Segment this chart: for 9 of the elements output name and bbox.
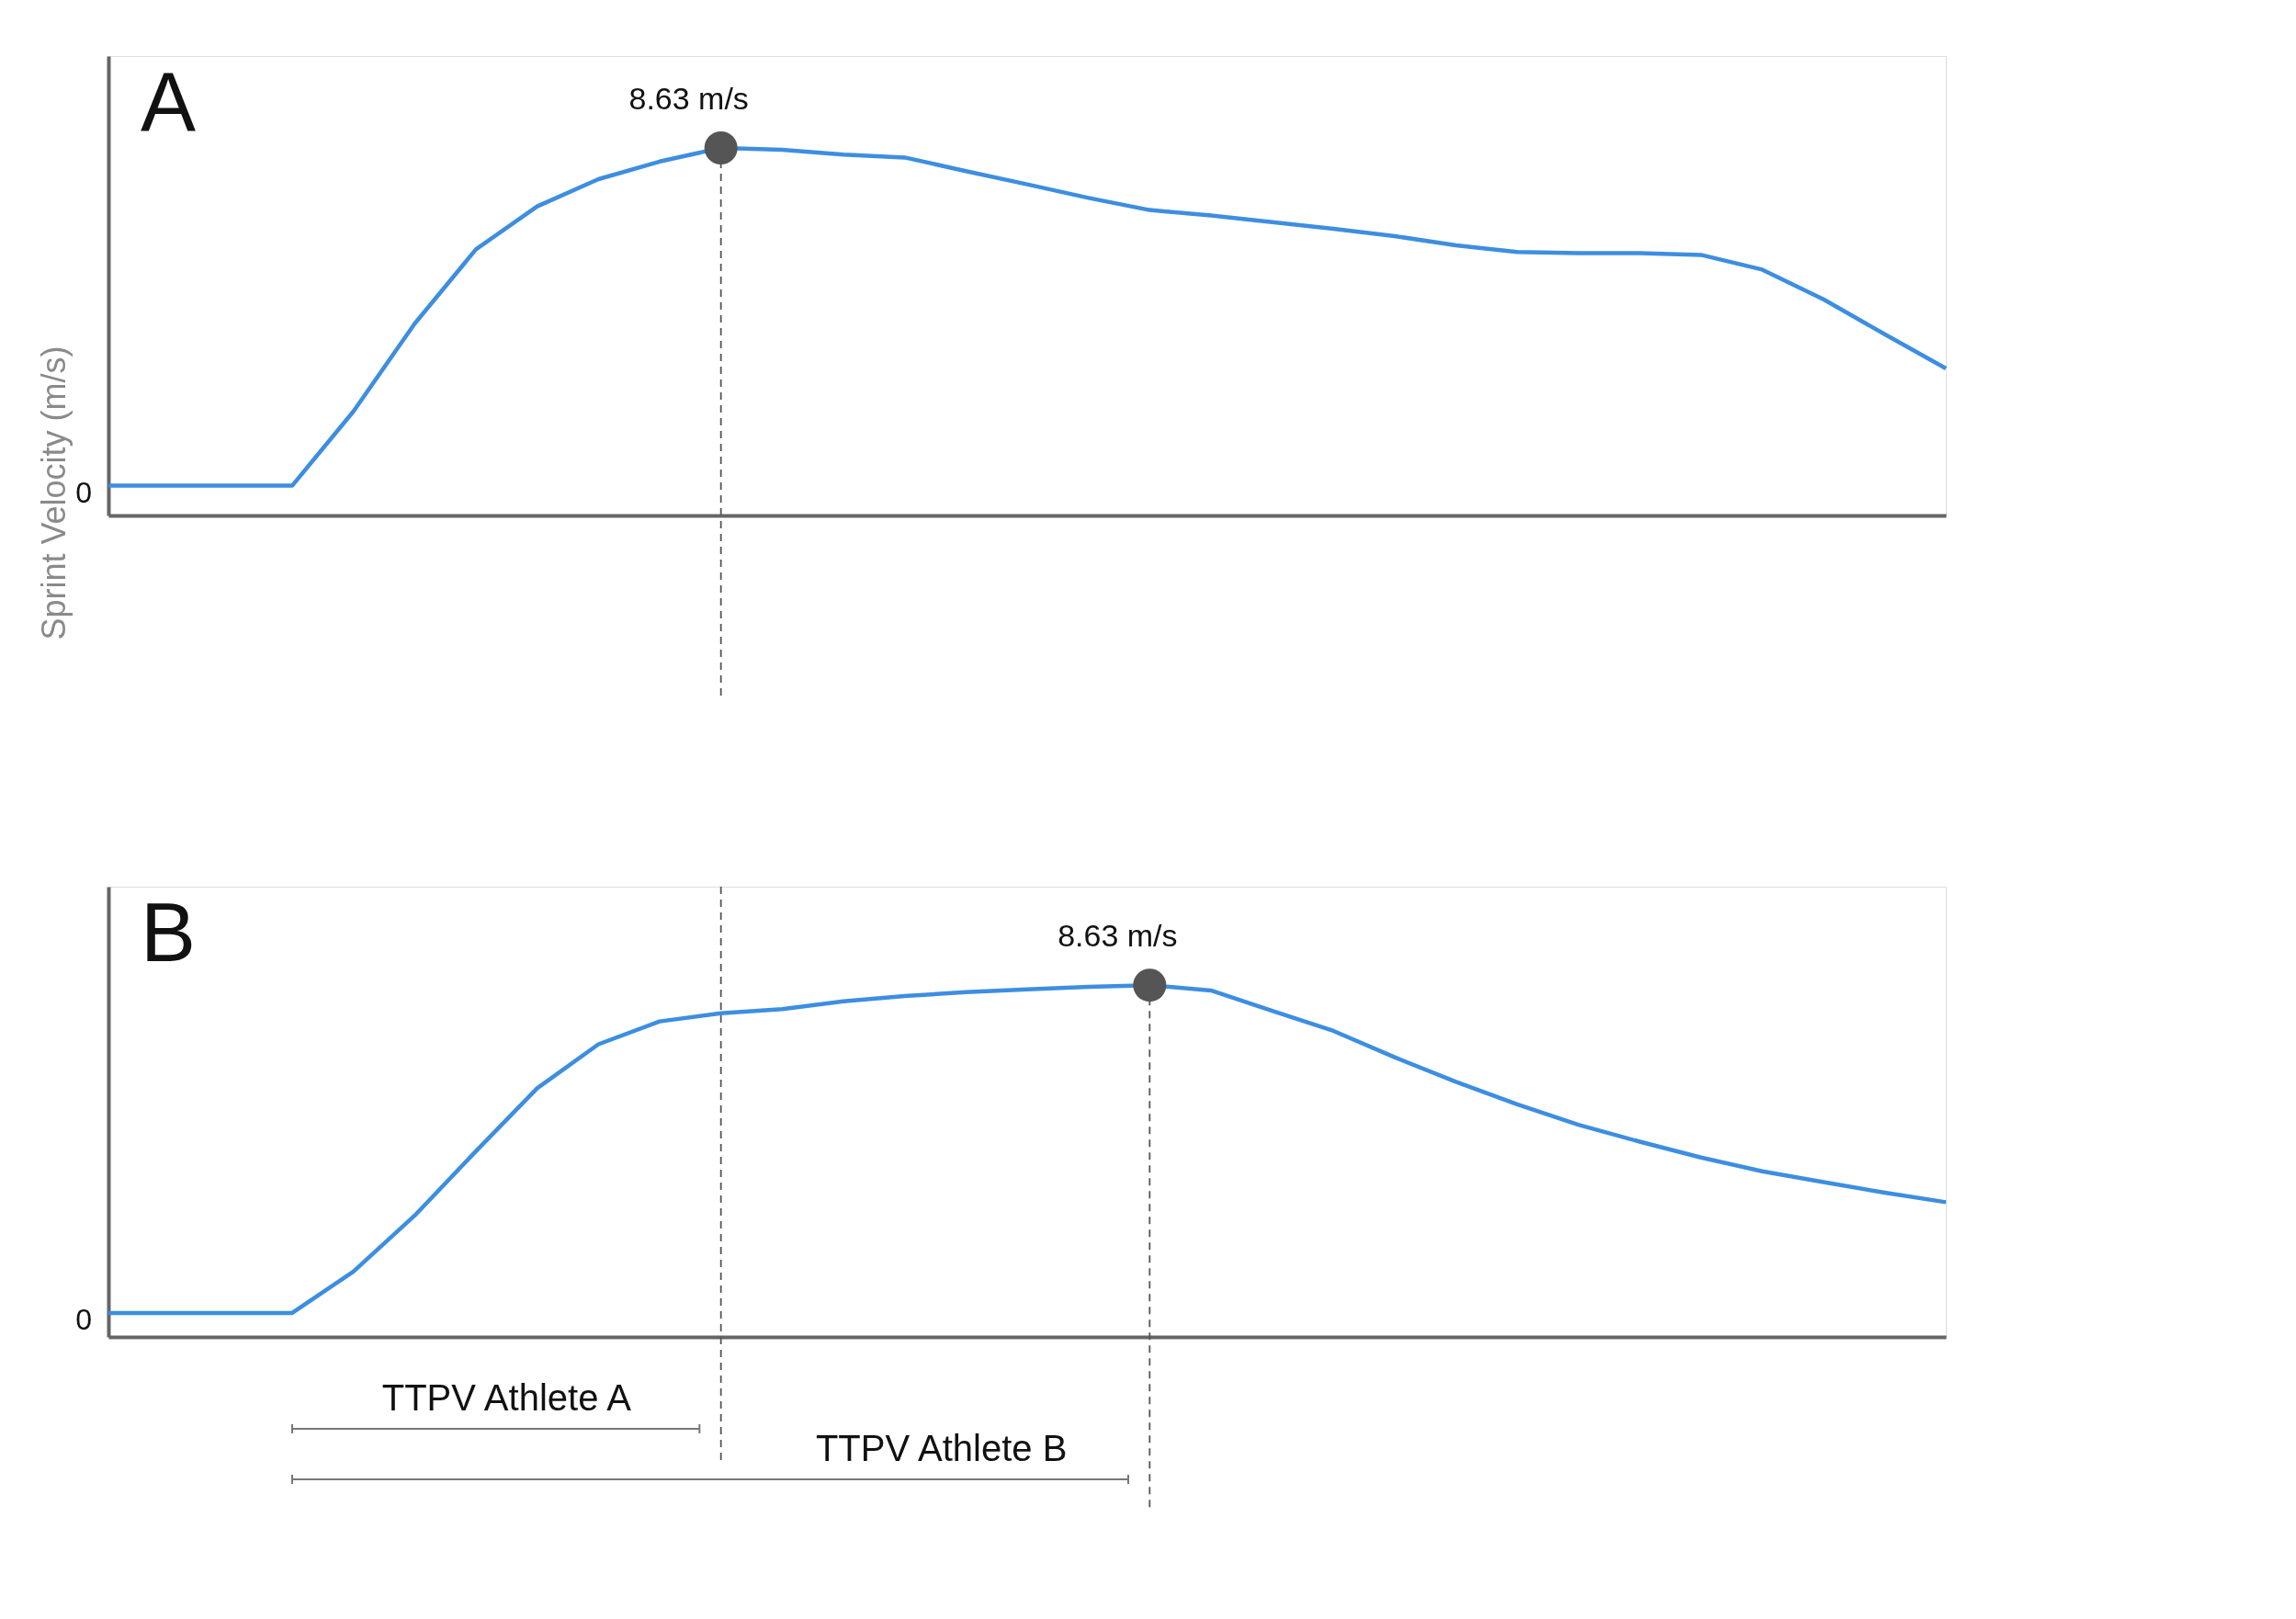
text: 0 xyxy=(75,1302,92,1336)
text: 0 xyxy=(75,475,92,509)
text: 8.63 m/s xyxy=(1058,918,1178,954)
y-axis-title: Sprint Velocity (m/s) xyxy=(34,345,73,640)
text: B xyxy=(141,887,197,979)
text: TTPV Athlete B xyxy=(815,1428,1068,1468)
annotation: A xyxy=(141,56,197,148)
text: TTPV Athlete A xyxy=(381,1377,632,1418)
text: 8.63 m/s xyxy=(628,81,749,116)
